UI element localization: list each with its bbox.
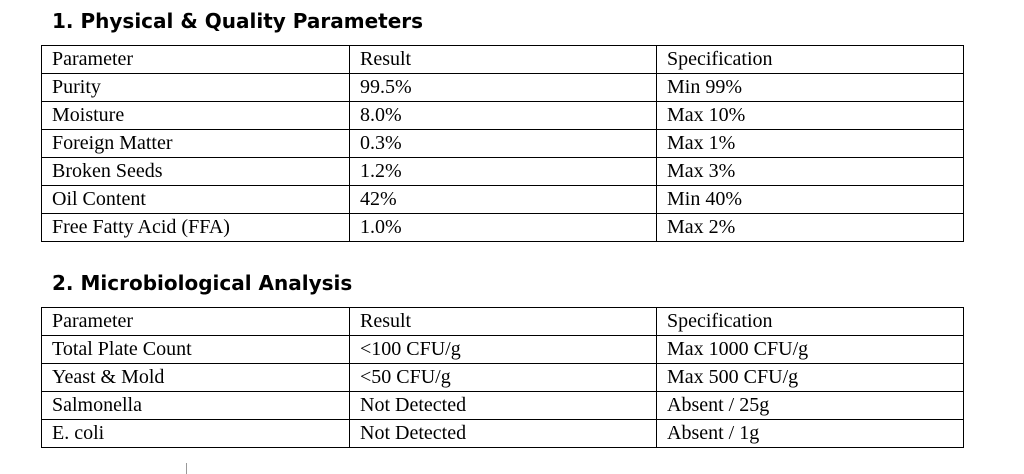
table-row: Yeast & Mold <50 CFU/g Max 500 CFU/g (41, 363, 964, 392)
table-row: Broken Seeds 1.2% Max 3% (41, 157, 964, 186)
table-cell: Max 500 CFU/g (656, 363, 964, 392)
table-cell: Oil Content (41, 185, 350, 214)
table-cell: Min 40% (656, 185, 964, 214)
table-cell: 8.0% (349, 101, 657, 130)
table-cell: <50 CFU/g (349, 363, 657, 392)
table-row: Foreign Matter 0.3% Max 1% (41, 129, 964, 158)
table-body: Parameter Result Specification Purity 99.5% M… (41, 45, 964, 242)
table-cell: Max 10% (656, 101, 964, 130)
table-cell: Foreign Matter (41, 129, 350, 158)
table-cell: 99.5% (349, 73, 657, 102)
table-cell: 42% (349, 185, 657, 214)
table-cell: Yeast & Mold (41, 363, 350, 392)
cursor-mark (186, 463, 187, 474)
data-table: Parameter Result Specification Total Plate … (41, 307, 964, 448)
table-cell: 0.3% (349, 129, 657, 158)
header-cell: Result (349, 45, 657, 74)
header-cell: Result (349, 307, 657, 336)
section-title: 2. Microbiological Analysis (52, 271, 353, 295)
header-row: Parameter Result Specification (41, 307, 964, 336)
table-cell: Moisture (41, 101, 350, 130)
table-row: Salmonella Not Detected Absent / 25g (41, 391, 964, 420)
header-row: Parameter Result Specification (41, 45, 964, 74)
header-cell: Specification (656, 45, 964, 74)
header-cell: Parameter (41, 307, 350, 336)
table-cell: <100 CFU/g (349, 335, 657, 364)
table-cell: Absent / 25g (656, 391, 964, 420)
table-body: Parameter Result Specification Total Plate … (41, 307, 964, 448)
header-cell: Parameter (41, 45, 350, 74)
table-row: Total Plate Count <100 CFU/g Max 1000 CFU/… (41, 335, 964, 364)
table-cell: Not Detected (349, 391, 657, 420)
header-cell: Specification (656, 307, 964, 336)
table-cell: Salmonella (41, 391, 350, 420)
table-cell: Max 1% (656, 129, 964, 158)
table-row: Oil Content 42% Min 40% (41, 185, 964, 214)
table-cell: Min 99% (656, 73, 964, 102)
table-row: Moisture 8.0% Max 10% (41, 101, 964, 130)
table-cell: Max 3% (656, 157, 964, 186)
table-cell: Max 1000 CFU/g (656, 335, 964, 364)
table-row: Purity 99.5% Min 99% (41, 73, 964, 102)
table-row: Free Fatty Acid (FFA) 1.0% Max 2% (41, 213, 964, 242)
table-cell: 1.2% (349, 157, 657, 186)
section-title: 1. Physical & Quality Parameters (52, 9, 424, 33)
table-cell: 1.0% (349, 213, 657, 242)
table-cell: Not Detected (349, 419, 657, 448)
data-table: Parameter Result Specification Purity 99.5% M… (41, 45, 964, 242)
table-cell: Max 2% (656, 213, 964, 242)
table-cell: E. coli (41, 419, 350, 448)
table-cell: Broken Seeds (41, 157, 350, 186)
table-cell: Absent / 1g (656, 419, 964, 448)
table-cell: Free Fatty Acid (FFA) (41, 213, 350, 242)
table-cell: Total Plate Count (41, 335, 350, 364)
table-row: E. coli Not Detected Absent / 1g (41, 419, 964, 448)
table-cell: Purity (41, 73, 350, 102)
